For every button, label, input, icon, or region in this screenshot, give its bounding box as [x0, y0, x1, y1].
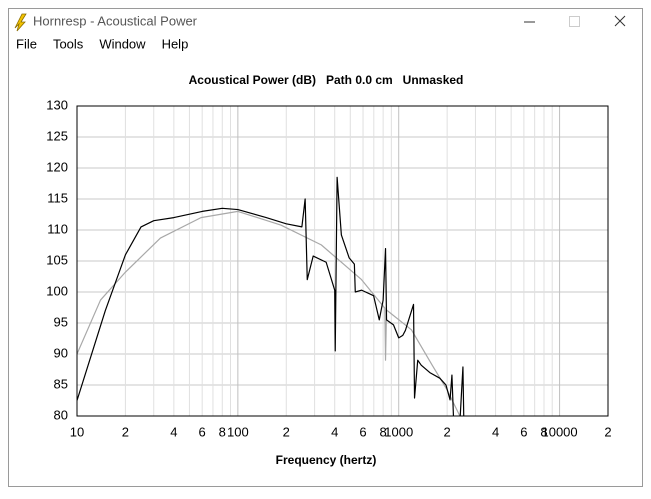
- y-tick-label: 125: [46, 128, 68, 143]
- x-tick-label: 10: [70, 424, 84, 439]
- x-tick-label: 2: [604, 424, 611, 439]
- app-icon: [14, 13, 27, 32]
- window-title: Hornresp - Acoustical Power: [33, 13, 198, 28]
- y-tick-label: 90: [54, 345, 68, 360]
- data-line: [77, 210, 461, 416]
- y-tick-label: 110: [47, 221, 68, 236]
- menu-item[interactable]: Tools: [53, 36, 84, 51]
- x-tick-label: 6: [199, 424, 206, 439]
- y-tick-label: 115: [47, 190, 68, 205]
- x-tick-label: 4: [492, 424, 499, 439]
- maximize-button[interactable]: [569, 16, 580, 27]
- x-tick-label: 2: [122, 424, 129, 439]
- x-tick-label: 8: [219, 424, 226, 439]
- y-tick-label: 105: [46, 252, 68, 267]
- x-tick-label: 1000: [384, 424, 413, 439]
- x-tick-label: 2: [444, 424, 451, 439]
- x-tick-label: 6: [359, 424, 366, 439]
- x-tick-label: 2: [283, 424, 290, 439]
- y-tick-label: 100: [46, 283, 68, 298]
- plot-frame: [76, 105, 609, 417]
- y-tick-label: 130: [46, 97, 68, 112]
- x-axis-label: Frequency (hertz): [276, 453, 377, 467]
- x-tick-label: 10000: [541, 424, 577, 439]
- menu-item[interactable]: Help: [162, 36, 189, 51]
- close-button[interactable]: [614, 15, 626, 27]
- x-tick-label: 6: [520, 424, 527, 439]
- x-tick-label: 8: [540, 424, 547, 439]
- y-tick-label: 80: [54, 407, 68, 422]
- x-tick-label: 4: [331, 424, 338, 439]
- x-tick-label: 100: [227, 424, 249, 439]
- menu-item[interactable]: Window: [99, 36, 146, 51]
- series-group: [77, 176, 465, 416]
- y-tick-label: 95: [54, 314, 68, 329]
- x-tick-label: 8: [380, 424, 387, 439]
- y-tick-label: 120: [46, 159, 68, 174]
- x-tick-label: 4: [170, 424, 177, 439]
- chart-title: Acoustical Power (dB) Path 0.0 cm Unmask…: [189, 73, 464, 87]
- menu-item[interactable]: File: [16, 36, 37, 51]
- data-line: [77, 176, 465, 416]
- y-tick-label: 85: [54, 376, 68, 391]
- menu-bar: File Tools Window Help: [16, 36, 188, 51]
